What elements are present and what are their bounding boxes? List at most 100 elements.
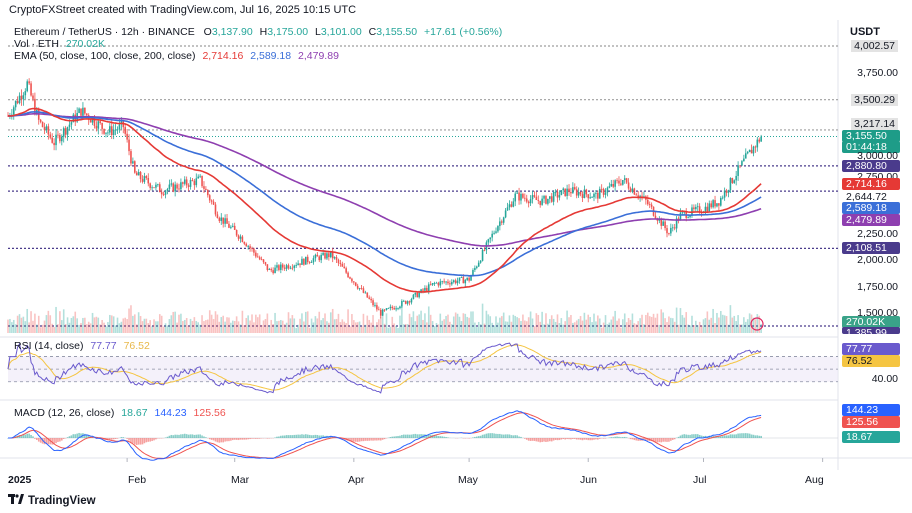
macd-histogram-bar [549, 438, 551, 442]
macd-histogram-bar [497, 433, 499, 438]
macd-histogram-bar [399, 435, 401, 438]
volume-bar [595, 321, 597, 333]
volume-bar [483, 323, 486, 333]
candle-body [477, 262, 480, 267]
candle-body [226, 218, 228, 224]
volume-bar [256, 317, 259, 333]
volume-bar [589, 317, 591, 333]
candle-body [339, 263, 342, 264]
macd-histogram-bar [564, 438, 566, 440]
macd-histogram-bar [502, 434, 505, 438]
candle-body [426, 287, 428, 292]
candle-body [157, 184, 159, 186]
volume-bar [185, 318, 188, 333]
macd-histogram-bar [283, 435, 286, 438]
volume-bar [347, 309, 349, 333]
volume-bar [470, 311, 472, 333]
ema50-value: 2,714.16 [202, 50, 244, 62]
volume-bar [737, 315, 739, 333]
volume-bar [26, 308, 29, 333]
volume-bar [135, 324, 138, 333]
tradingview-icon [8, 494, 24, 507]
candle-body [112, 129, 115, 135]
macd-histogram-bar [426, 434, 428, 438]
volume-bar [155, 321, 157, 333]
tradingview-logo[interactable]: TradingView [8, 494, 96, 507]
macd-histogram-bar [629, 438, 632, 440]
macd-histogram-bar [481, 434, 484, 438]
candle-body [470, 275, 472, 281]
volume-bar [128, 308, 130, 333]
macd-histogram-bar [122, 437, 125, 438]
volume-bar [733, 315, 736, 333]
volume-bar [220, 317, 223, 333]
candle-body [372, 300, 374, 306]
macd-legend[interactable]: MACD (12, 26, close) 18.67 144.23 125.56 [14, 407, 226, 419]
macd-histogram-bar [547, 438, 549, 442]
macd-histogram-bar [401, 434, 403, 438]
macd-histogram-bar [591, 438, 593, 441]
volume-bar [402, 324, 405, 333]
volume-bar [633, 323, 636, 333]
candle-body [230, 226, 232, 228]
volume-bar [174, 311, 176, 333]
volume-bar [447, 314, 449, 333]
macd-histogram-bar [552, 438, 555, 441]
candle-body [708, 203, 711, 212]
volume-bar [326, 321, 328, 333]
candle-body [441, 281, 444, 283]
macd-histogram-bar [287, 435, 290, 438]
volume-bar [424, 313, 426, 333]
volume-bar [120, 321, 123, 333]
candle-body [595, 192, 597, 194]
volume-bar [581, 320, 584, 333]
macd-histogram-bar [299, 434, 301, 438]
candle-body [103, 128, 105, 134]
macd-histogram-bar [731, 434, 734, 438]
volume-legend[interactable]: Vol · ETH 270.02K [14, 38, 105, 50]
candle-body [518, 192, 520, 201]
candle-body [199, 175, 201, 177]
candle-body [89, 119, 92, 123]
macd-histogram-bar [512, 435, 515, 438]
volume-bar [193, 317, 196, 333]
macd-histogram-bar [758, 435, 761, 438]
candle-body [207, 189, 209, 196]
candle-body [141, 179, 144, 182]
rsi-ma-tag: 76.52 [842, 355, 900, 367]
rsi-legend[interactable]: RSI (14, close) 77.77 76.52 [14, 340, 150, 352]
volume-bar [276, 321, 278, 333]
volume-bar [158, 314, 161, 333]
volume-bar [720, 311, 722, 333]
macd-histogram-bar [616, 436, 618, 438]
macd-histogram-bar [654, 438, 657, 443]
candle-body [600, 188, 603, 190]
ema-legend[interactable]: EMA (50, close, 100, close, 200, close) … [14, 50, 339, 62]
close-value: 3,155.50 [376, 26, 418, 38]
macd-histogram-bar [78, 432, 80, 438]
volume-bar [385, 313, 388, 333]
symbol-legend[interactable]: Ethereum / TetherUS · 12h · BINANCE O3,1… [14, 26, 503, 38]
volume-bar [207, 319, 209, 333]
macd-histogram-bar [585, 438, 588, 440]
volume-bar [283, 324, 286, 333]
macd-line-value: 144.23 [154, 407, 187, 419]
volume-bar [426, 322, 428, 333]
volume-bar [312, 322, 315, 333]
volume-bar [262, 320, 265, 333]
candle-body [18, 95, 21, 104]
volume-bar [331, 308, 334, 333]
volume-bar [364, 324, 367, 333]
price-tick: 2,250.00 [857, 228, 898, 240]
volume-bar [272, 324, 274, 333]
macd-histogram-bar [662, 438, 664, 442]
volume-bar [670, 317, 672, 333]
volume-bar [706, 311, 709, 333]
candle-body [727, 190, 730, 193]
candle-body [14, 100, 17, 108]
macd-histogram-bar [303, 434, 305, 438]
alert-icon[interactable] [750, 317, 764, 331]
volume-bar [524, 320, 526, 333]
volume-bar [147, 323, 150, 333]
